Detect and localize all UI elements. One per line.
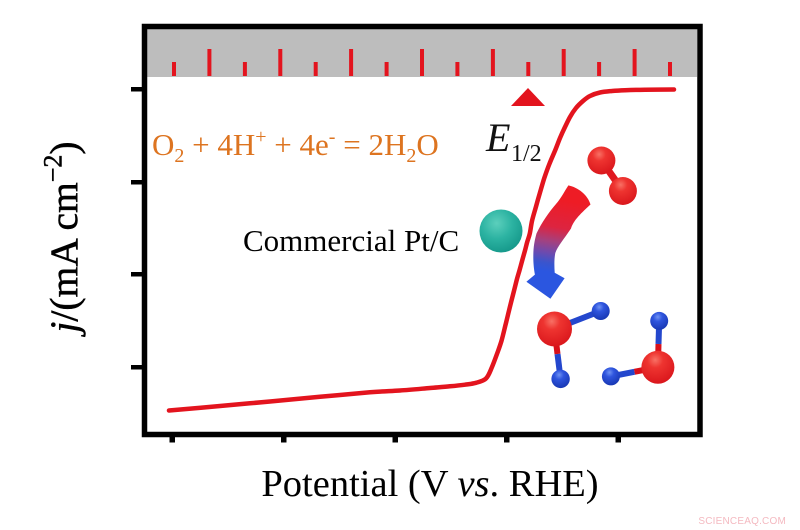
svg-text:O2 + 4H+ + 4e- = 2H2O: O2 + 4H+ + 4e- = 2H2O [152,126,439,167]
svg-text:SCIENCEAQ.COM: SCIENCEAQ.COM [698,516,786,527]
svg-text:1/2: 1/2 [511,141,542,167]
svg-text:Commercial Pt/C: Commercial Pt/C [243,223,459,258]
svg-text:Potential (V vs. RHE): Potential (V vs. RHE) [261,463,598,505]
svg-text:E: E [485,115,510,160]
svg-text:j/(mA cm−2): j/(mA cm−2) [39,141,87,337]
